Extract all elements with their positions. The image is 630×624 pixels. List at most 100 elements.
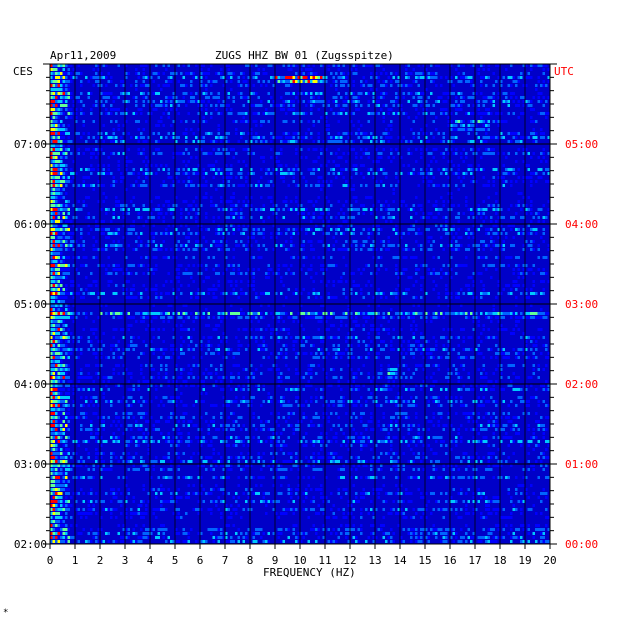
spectrogram-cell xyxy=(120,180,123,183)
spectrogram-cell xyxy=(487,184,490,187)
spectrogram-cell xyxy=(280,164,283,167)
spectrogram-cell xyxy=(57,136,60,139)
spectrogram-cell xyxy=(92,236,95,239)
spectrogram-cell xyxy=(55,340,58,343)
spectrogram-cell xyxy=(485,140,488,143)
spectrogram-cell xyxy=(480,116,483,119)
spectrogram-cell xyxy=(80,168,83,171)
spectrogram-cell xyxy=(115,328,118,331)
spectrogram-cell xyxy=(497,316,500,319)
spectrogram-cell xyxy=(500,176,503,179)
spectrogram-cell xyxy=(202,92,205,95)
spectrogram-cell xyxy=(240,172,243,175)
spectrogram-cell xyxy=(227,352,230,355)
spectrogram-cell xyxy=(180,348,183,351)
spectrogram-cell xyxy=(127,132,130,135)
spectrogram-cell xyxy=(482,324,485,327)
spectrogram-cell xyxy=(267,264,270,267)
spectrogram-cell xyxy=(417,304,420,307)
chart-title: ZUGS HHZ BW 01 (Zugsspitze) xyxy=(215,49,394,62)
spectrogram-cell xyxy=(65,264,68,267)
spectrogram-cell xyxy=(72,292,75,295)
spectrogram-cell xyxy=(60,316,63,319)
spectrogram-cell xyxy=(382,116,385,119)
spectrogram-cell xyxy=(92,184,95,187)
spectrogram-cell xyxy=(95,280,98,283)
spectrogram-cell xyxy=(320,80,323,83)
spectrogram-cell xyxy=(62,316,65,319)
spectrogram-cell xyxy=(67,348,70,351)
spectrogram-cell xyxy=(395,92,398,95)
spectrogram-cell xyxy=(152,352,155,355)
spectrogram-cell xyxy=(292,136,295,139)
spectrogram-cell xyxy=(495,112,498,115)
spectrogram-cell xyxy=(127,160,130,163)
spectrogram-cell xyxy=(62,208,65,211)
spectrogram-cell xyxy=(445,92,448,95)
spectrogram-cell xyxy=(542,84,545,87)
spectrogram-cell xyxy=(200,344,203,347)
spectrogram-cell xyxy=(257,80,260,83)
spectrogram-cell xyxy=(342,64,345,67)
spectrogram-cell xyxy=(452,128,455,131)
spectrogram-cell xyxy=(290,136,293,139)
spectrogram-cell xyxy=(235,240,238,243)
spectrogram-cell xyxy=(295,140,298,143)
spectrogram-cell xyxy=(495,296,498,299)
spectrogram-cell xyxy=(340,216,343,219)
spectrogram-cell xyxy=(172,136,175,139)
spectrogram-cell xyxy=(52,120,55,123)
spectrogram-cell xyxy=(525,100,528,103)
spectrogram-cell xyxy=(162,232,165,235)
spectrogram-cell xyxy=(475,228,478,231)
spectrogram-cell xyxy=(225,292,228,295)
spectrogram-cell xyxy=(195,168,198,171)
spectrogram-cell xyxy=(217,248,220,251)
spectrogram-cell xyxy=(147,268,150,271)
spectrogram-cell xyxy=(152,268,155,271)
spectrogram-cell xyxy=(472,64,475,67)
spectrogram-cell xyxy=(410,216,413,219)
spectrogram-cell xyxy=(522,204,525,207)
spectrogram-cell xyxy=(435,224,438,227)
spectrogram-cell xyxy=(60,164,63,167)
spectrogram-cell xyxy=(312,104,315,107)
spectrogram-cell xyxy=(475,132,478,135)
spectrogram-cell xyxy=(535,84,538,87)
spectrogram-cell xyxy=(477,212,480,215)
spectrogram-cell xyxy=(177,172,180,175)
spectrogram-cell xyxy=(62,212,65,215)
spectrogram-cell xyxy=(97,180,100,183)
spectrogram-cell xyxy=(225,176,228,179)
spectrogram-cell xyxy=(147,100,150,103)
spectrogram-cell xyxy=(455,104,458,107)
spectrogram-cell xyxy=(507,264,510,267)
spectrogram-cell xyxy=(422,216,425,219)
spectrogram-cell xyxy=(257,228,260,231)
spectrogram-cell xyxy=(477,104,480,107)
spectrogram-cell xyxy=(452,224,455,227)
spectrogram-cell xyxy=(462,120,465,123)
spectrogram-cell xyxy=(430,168,433,171)
spectrogram-cell xyxy=(282,284,285,287)
spectrogram-cell xyxy=(225,152,228,155)
spectrogram-cell xyxy=(407,116,410,119)
spectrogram-cell xyxy=(57,252,60,255)
spectrogram-cell xyxy=(130,340,133,343)
spectrogram-cell xyxy=(537,316,540,319)
spectrogram-cell xyxy=(492,304,495,307)
spectrogram-cell xyxy=(495,200,498,203)
spectrogram-cell xyxy=(405,244,408,247)
spectrogram-cell xyxy=(262,68,265,71)
spectrogram-cell xyxy=(155,64,158,67)
spectrogram-cell xyxy=(355,64,358,67)
spectrogram-cell xyxy=(412,316,415,319)
spectrogram-cell xyxy=(97,64,100,67)
spectrogram-cell xyxy=(62,92,65,95)
spectrogram-cell xyxy=(270,268,273,271)
spectrogram-cell xyxy=(532,140,535,143)
spectrogram-cell xyxy=(180,328,183,331)
spectrogram-cell xyxy=(417,112,420,115)
spectrogram-cell xyxy=(480,296,483,299)
spectrogram-cell xyxy=(255,120,258,123)
